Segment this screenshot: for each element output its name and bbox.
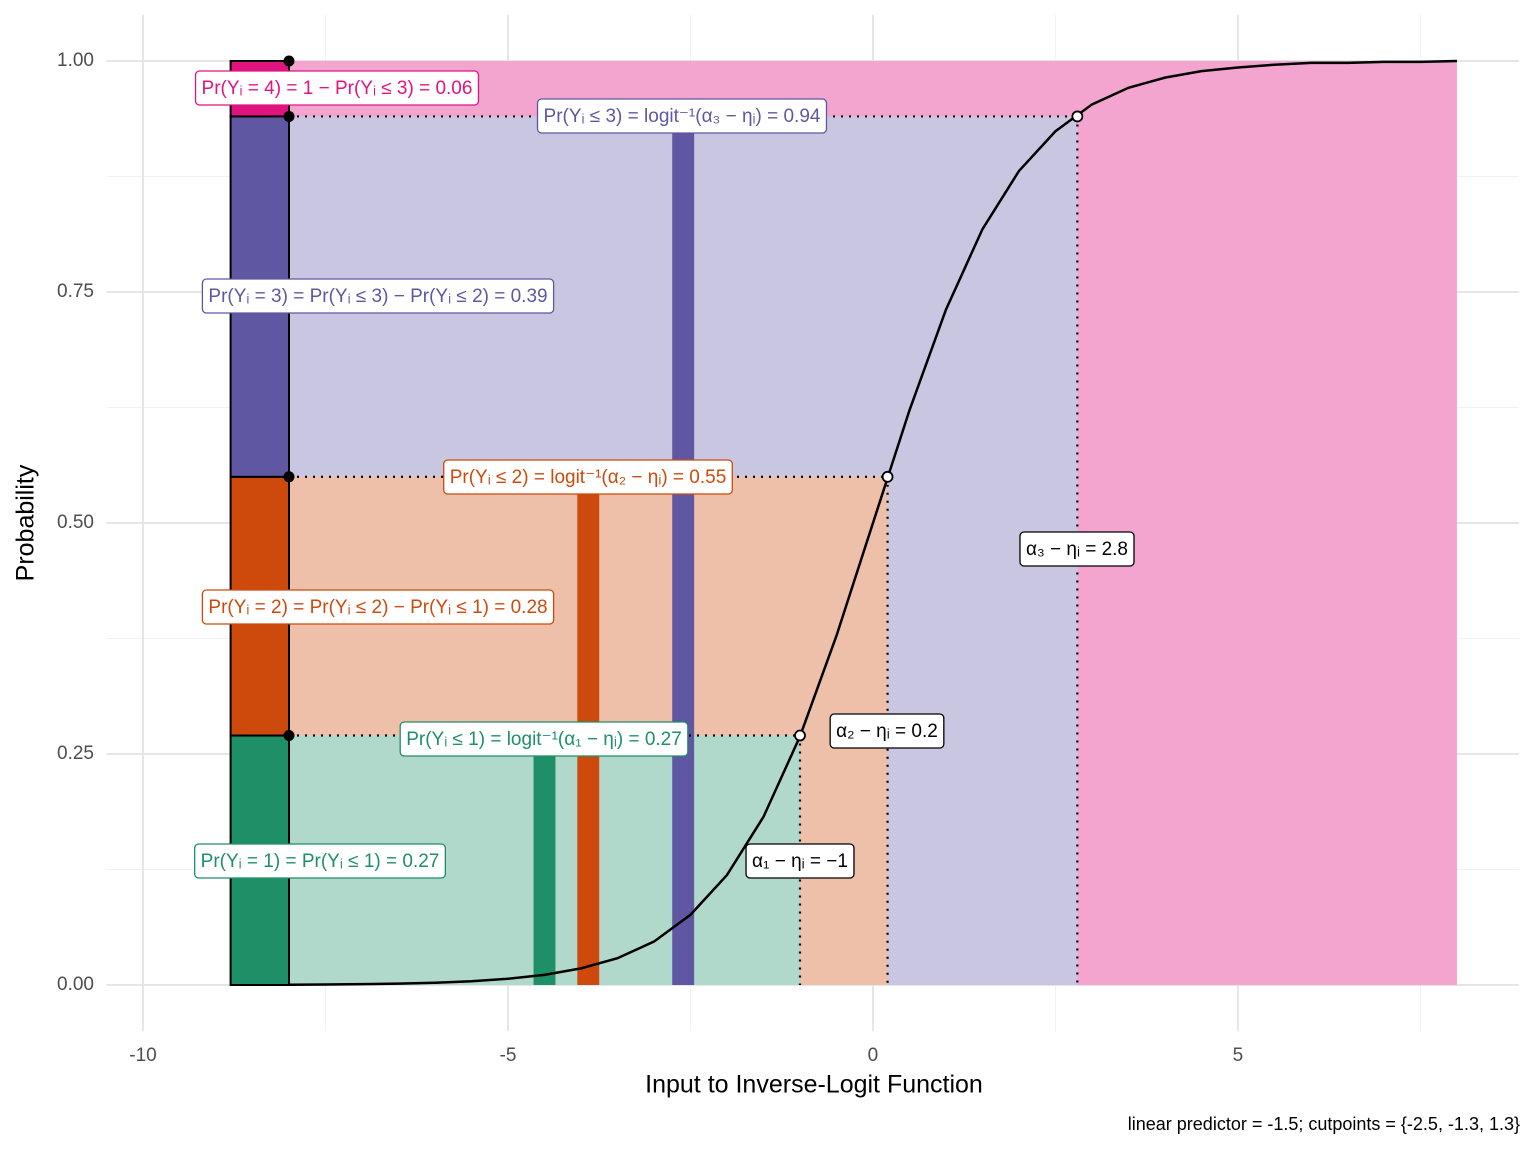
- y-axis-title: Probability: [12, 464, 40, 581]
- x-tick-label: 0: [868, 1045, 879, 1066]
- label-box: [399, 721, 689, 757]
- caption: linear predictor = -1.5; cutpoints = {-2…: [1128, 1114, 1520, 1134]
- x-tick-label: 5: [1233, 1045, 1244, 1066]
- annotation-label: Pr(Yᵢ ≤ 1) = logit⁻¹(α₁ − ηᵢ) = 0.27: [406, 729, 682, 750]
- annotation-label: Pr(Yᵢ = 2) = Pr(Yᵢ ≤ 2) − Pr(Yᵢ ≤ 1) = 0…: [208, 597, 547, 618]
- label-box: [194, 843, 446, 879]
- label-box: [194, 70, 480, 106]
- annotation: Pr(Yᵢ ≤ 3) = logit⁻¹(α₃ − ηᵢ) = 0.94: [536, 98, 828, 134]
- label-box: [201, 589, 555, 625]
- y-tick-label: 0.25: [57, 743, 94, 764]
- annotation: Pr(Yᵢ = 1) = Pr(Yᵢ ≤ 1) = 0.27: [194, 843, 446, 879]
- y-tick-label: 0.00: [57, 974, 94, 995]
- annotation: Pr(Yᵢ ≤ 2) = logit⁻¹(α₂ − ηᵢ) = 0.55: [443, 459, 733, 495]
- label-box: [201, 278, 555, 314]
- label-box: [745, 843, 855, 879]
- cutpoint-dot: [283, 55, 295, 67]
- x-tick-label: -5: [500, 1045, 517, 1066]
- cutpoint-dot: [283, 730, 295, 742]
- y-tick-label: 1.00: [57, 50, 94, 71]
- curve: [288, 59, 1457, 986]
- annotation-label: Pr(Yᵢ ≤ 2) = logit⁻¹(α₂ − ηᵢ) = 0.55: [450, 467, 727, 488]
- x-tick-label: -10: [129, 1045, 156, 1066]
- axes: -10 -5 0 5 0.00 0.25 0.50 0.75 1.00: [57, 50, 1243, 1066]
- annotation-label: Pr(Yᵢ = 3) = Pr(Yᵢ ≤ 3) − Pr(Yᵢ ≤ 2) = 0…: [208, 286, 547, 307]
- annotation: Pr(Yᵢ = 4) = 1 − Pr(Yᵢ ≤ 3) = 0.06: [194, 70, 480, 106]
- annotation-label: α₁ − ηᵢ = −1: [752, 851, 848, 872]
- cumulative-point: [881, 470, 894, 483]
- bar: [672, 116, 695, 985]
- annotation-label: Pr(Yᵢ = 4) = 1 − Pr(Yᵢ ≤ 3) = 0.06: [202, 78, 473, 99]
- annotation: Pr(Yᵢ ≤ 1) = logit⁻¹(α₁ − ηᵢ) = 0.27: [399, 721, 689, 757]
- annotation: Pr(Yᵢ = 2) = Pr(Yᵢ ≤ 2) − Pr(Yᵢ ≤ 1) = 0…: [201, 589, 555, 625]
- annotation-label: Pr(Yᵢ = 1) = Pr(Yᵢ ≤ 1) = 0.27: [201, 851, 440, 872]
- cutpoint-dot: [283, 471, 295, 483]
- annotation-label: Pr(Yᵢ ≤ 3) = logit⁻¹(α₃ − ηᵢ) = 0.94: [544, 106, 821, 127]
- cutpoint-dot: [283, 110, 295, 122]
- cumulative-point: [794, 729, 806, 742]
- annotation: α₁ − ηᵢ = −1: [745, 843, 855, 879]
- y-tick-label: 0.75: [57, 281, 94, 302]
- annotation: α₂ − ηᵢ = 0.2: [829, 713, 945, 749]
- annotation-label: α₂ − ηᵢ = 0.2: [836, 721, 938, 742]
- bar: [533, 735, 556, 985]
- label-box: [1019, 531, 1135, 567]
- y-tick-label: 0.50: [57, 512, 94, 533]
- annotation-label: α₃ − ηᵢ = 2.8: [1026, 539, 1128, 560]
- annotations: Pr(Yᵢ = 4) = 1 − Pr(Yᵢ ≤ 3) = 0.06 Pr(Yᵢ …: [194, 70, 1135, 879]
- label-box: [536, 98, 828, 134]
- annotation: Pr(Yᵢ = 3) = Pr(Yᵢ ≤ 3) − Pr(Yᵢ ≤ 2) = 0…: [201, 278, 555, 314]
- label-box: [829, 713, 945, 749]
- cumulative-point: [1071, 110, 1084, 123]
- label-box: [443, 459, 733, 495]
- x-axis-title: Input to Inverse-Logit Function: [645, 1071, 983, 1099]
- annotation: α₃ − ηᵢ = 2.8: [1019, 531, 1135, 567]
